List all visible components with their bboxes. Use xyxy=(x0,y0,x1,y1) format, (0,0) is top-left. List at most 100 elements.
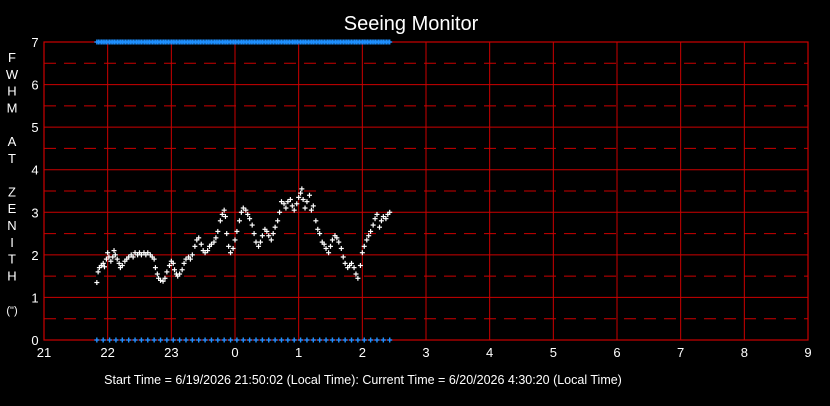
bottom-marker-41 xyxy=(355,337,361,343)
bottom-marker-40 xyxy=(349,337,355,343)
data-point-11 xyxy=(111,248,117,254)
x-tick-label-12: 9 xyxy=(804,345,811,360)
x-tick-label-11: 8 xyxy=(741,345,748,360)
data-point-102 xyxy=(296,194,302,200)
data-point-9 xyxy=(108,258,114,264)
bottom-marker-21 xyxy=(228,337,234,343)
y-axis-letter-12: T xyxy=(8,252,16,267)
data-point-64 xyxy=(217,218,223,224)
data-point-32 xyxy=(152,265,158,271)
data-point-88 xyxy=(266,233,272,239)
bottom-marker-18 xyxy=(208,337,214,343)
bottom-marker-24 xyxy=(247,337,253,343)
data-point-74 xyxy=(236,218,242,224)
y-tick-label-0: 0 xyxy=(31,333,38,348)
data-point-79 xyxy=(247,216,253,222)
data-point-89 xyxy=(268,237,274,243)
data-point-93 xyxy=(277,209,283,215)
data-point-109 xyxy=(308,207,314,213)
data-point-95 xyxy=(281,201,287,207)
top-marker-184 xyxy=(387,39,393,45)
bottom-marker-1 xyxy=(100,337,106,343)
x-tick-label-8: 5 xyxy=(550,345,557,360)
data-point-107 xyxy=(304,199,310,205)
data-point-98 xyxy=(287,197,293,203)
bottom-marker-11 xyxy=(164,337,170,343)
data-point-73 xyxy=(234,228,240,234)
data-point-123 xyxy=(338,245,344,251)
data-point-5 xyxy=(101,264,107,270)
y-tick-label-4: 4 xyxy=(31,163,38,178)
y-axis-letter-3: M xyxy=(7,100,18,115)
data-point-37 xyxy=(162,275,168,281)
data-point-130 xyxy=(353,271,359,277)
data-point-111 xyxy=(313,218,319,224)
data-point-51 xyxy=(189,252,195,258)
bottom-marker-44 xyxy=(374,337,380,343)
data-point-52 xyxy=(192,243,198,249)
bottom-marker-4 xyxy=(119,337,125,343)
bottom-marker-29 xyxy=(278,337,284,343)
x-tick-label-2: 23 xyxy=(164,345,178,360)
data-point-46 xyxy=(179,267,185,273)
data-point-99 xyxy=(289,203,295,209)
bottom-marker-12 xyxy=(170,337,176,343)
y-axis-letter-0: F xyxy=(8,50,16,65)
bottom-marker-23 xyxy=(240,337,246,343)
y-tick-label-1: 1 xyxy=(31,290,38,305)
bottom-marker-9 xyxy=(151,337,157,343)
bottom-marker-46 xyxy=(387,337,393,343)
data-point-22 xyxy=(132,250,138,256)
data-point-80 xyxy=(249,222,255,228)
data-point-12 xyxy=(112,252,118,258)
data-point-140 xyxy=(374,211,380,217)
bottom-marker-39 xyxy=(342,337,348,343)
bottom-marker-22 xyxy=(234,337,240,343)
data-point-136 xyxy=(366,233,372,239)
data-point-67 xyxy=(222,214,228,220)
bottom-marker-34 xyxy=(310,337,316,343)
data-point-45 xyxy=(177,271,183,277)
data-point-68 xyxy=(224,231,230,237)
data-point-61 xyxy=(211,239,217,245)
y-axis-letter-11: I xyxy=(10,235,14,250)
data-point-39 xyxy=(166,263,172,268)
data-point-100 xyxy=(291,207,297,213)
data-point-31 xyxy=(151,256,157,262)
data-point-81 xyxy=(251,231,257,237)
data-point-133 xyxy=(359,250,365,256)
data-point-48 xyxy=(183,256,189,262)
chart-title: Seeing Monitor xyxy=(344,13,479,35)
bottom-marker-25 xyxy=(253,337,259,343)
data-point-41 xyxy=(170,260,176,266)
data-point-76 xyxy=(240,205,246,211)
x-tick-label-1: 22 xyxy=(100,345,114,360)
x-tick-label-9: 6 xyxy=(613,345,620,360)
data-point-137 xyxy=(368,228,374,234)
bottom-marker-0 xyxy=(94,337,100,343)
data-point-143 xyxy=(380,214,386,220)
data-point-122 xyxy=(336,239,342,245)
bottom-marker-26 xyxy=(259,337,265,343)
data-point-47 xyxy=(181,260,187,266)
data-point-10 xyxy=(110,254,116,260)
data-point-84 xyxy=(257,239,263,245)
data-point-4 xyxy=(100,260,106,266)
data-point-115 xyxy=(321,241,327,247)
bottom-marker-32 xyxy=(298,337,304,343)
data-point-65 xyxy=(219,211,225,217)
data-point-146 xyxy=(387,209,393,215)
y-axis-letter-6: T xyxy=(8,151,16,166)
bottom-marker-27 xyxy=(266,337,272,343)
data-point-35 xyxy=(158,277,164,283)
data-point-50 xyxy=(187,256,193,262)
x-tick-label-4: 1 xyxy=(295,345,302,360)
data-point-28 xyxy=(145,250,151,256)
y-axis-letter-15: (") xyxy=(6,305,17,317)
x-tick-label-7: 4 xyxy=(486,345,493,360)
data-point-7 xyxy=(105,250,111,256)
data-point-142 xyxy=(378,218,384,224)
data-point-54 xyxy=(196,235,202,241)
